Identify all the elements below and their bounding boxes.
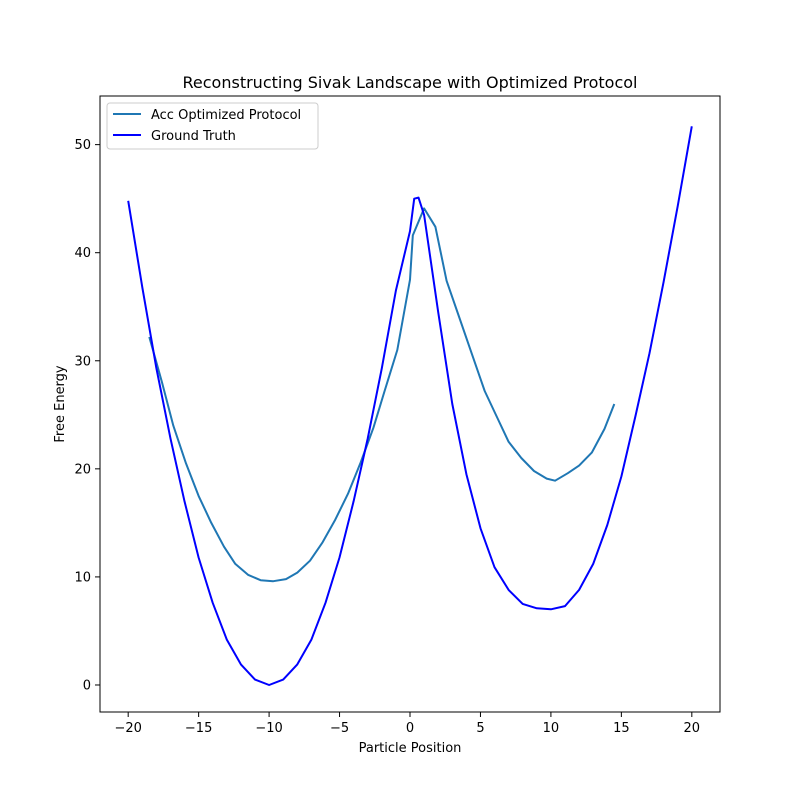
chart-title: Reconstructing Sivak Landscape with Opti…	[183, 73, 638, 92]
y-tick-label: 40	[74, 246, 91, 261]
x-axis-label: Particle Position	[359, 741, 462, 756]
y-tick-label: 20	[74, 462, 91, 477]
legend-box	[106, 102, 319, 150]
x-tick-label: 10	[543, 721, 560, 736]
x-tick-label: −5	[330, 721, 349, 736]
x-tick-label: 5	[476, 721, 484, 736]
y-axis-label: Free Energy	[53, 365, 68, 443]
x-tick-label: 15	[613, 721, 630, 736]
y-tick-label: 0	[83, 678, 91, 693]
plot-frame	[99, 95, 721, 713]
y-tick-label: 50	[74, 138, 91, 153]
legend-label-acc-optimized-protocol: Acc Optimized Protocol	[151, 108, 301, 123]
y-tick-label: 10	[74, 570, 91, 585]
legend: Acc Optimized Protocol Ground Truth	[106, 102, 319, 150]
x-tick-label: −20	[114, 721, 141, 736]
x-tick-label: −15	[185, 721, 212, 736]
legend-label-ground-truth: Ground Truth	[151, 129, 236, 144]
plot-lines	[127, 126, 693, 686]
x-tick-label: −10	[255, 721, 282, 736]
x-tick-label: 0	[406, 721, 414, 736]
y-tick-label: 30	[74, 354, 91, 369]
series-line-acc-optimized-protocol	[148, 207, 616, 583]
y-axis-ticks: 0 10 20 30 40 50	[74, 138, 100, 693]
x-tick-label: 20	[684, 721, 701, 736]
x-axis-ticks: −20 −15 −10 −5 0 5 10 15 20	[114, 712, 700, 736]
series-line-ground-truth	[127, 126, 693, 686]
